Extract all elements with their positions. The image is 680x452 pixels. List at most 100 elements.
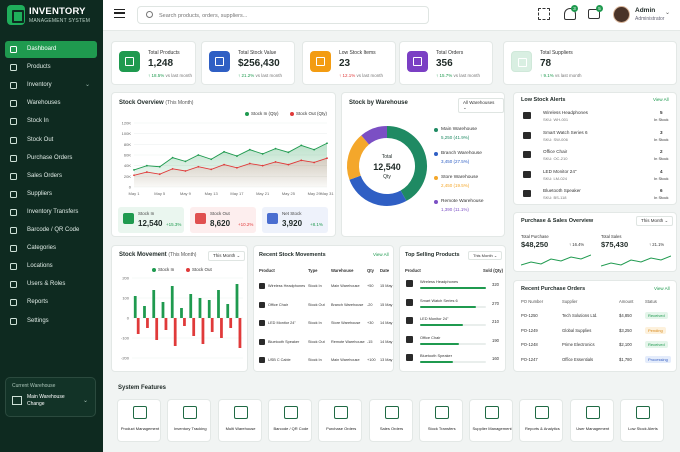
top-selling-qty: 320 [492, 282, 499, 287]
current-warehouse-selector[interactable]: Current Warehouse Main Warehouse Change … [5, 377, 96, 417]
movement-header-product: Product [259, 268, 275, 273]
stock-transfers-icon [434, 406, 449, 419]
sidebar-item-inventory[interactable]: Inventory ⌄ [5, 77, 97, 94]
product-thumbnail [406, 354, 413, 361]
po-amount: $1,780 [619, 356, 632, 362]
product-thumbnail [259, 301, 265, 308]
sidebar-item-categories[interactable]: Categories [5, 240, 97, 257]
recent-po-view-all-link[interactable]: View All [654, 286, 670, 291]
product-management-icon [133, 406, 147, 419]
feature-purchase-orders[interactable]: Purchase Orders [318, 399, 363, 442]
sidebar-item-inventory-transfers[interactable]: Inventory Transfers [5, 204, 97, 221]
movement-product: Office Chair [268, 302, 288, 307]
stock-movement-period-select[interactable]: This Month ⌄ [208, 251, 246, 261]
feature-multi-warehouse[interactable]: Multi Warehouse [217, 399, 262, 442]
sidebar-item-barcode-qr-code[interactable]: Barcode / QR Code [5, 222, 97, 239]
movement-product: LED Monitor 24" [268, 321, 296, 325]
sidebar-item-label: Categories [27, 245, 57, 252]
sidebar-item-users-roles[interactable]: Users & Roles [5, 276, 97, 293]
top-selling-period-select[interactable]: This Month ⌄ [468, 251, 503, 260]
chevron-down-icon[interactable]: ⌄ [665, 10, 671, 16]
kpi-change-percent: ↑ 18.5% [148, 73, 165, 78]
legend-stock-in: Stock In (Qty) [245, 111, 279, 116]
top-selling-item[interactable]: Smart Watch Series 6 270 [400, 297, 507, 314]
feature-low-stock-alerts[interactable]: Low Stock Alerts [620, 399, 664, 442]
feature-product-management[interactable]: Product Management [117, 399, 161, 442]
sidebar-item-locations[interactable]: Locations [5, 258, 97, 275]
movement-warehouse: Branch Warehouse [331, 302, 364, 307]
purchase-sales-period-select[interactable]: This Month ⌄ [636, 216, 674, 226]
table-row[interactable]: LED Monitor 24" Stock In Store Warehouse +3… [254, 315, 395, 332]
feature-sales-orders[interactable]: Sales Orders [368, 399, 413, 442]
sidebar-item-settings[interactable]: Settings [5, 313, 97, 330]
sidebar-item-stock-in[interactable]: Stock In [5, 113, 97, 130]
product-thumbnail [259, 338, 265, 345]
po-table-row[interactable]: PO-1248 Prime Electronics $2,100 Received [514, 340, 678, 353]
bar-stock-in [207, 300, 211, 318]
feature-barcode-qr-code[interactable]: Barcode / QR Code [267, 399, 312, 442]
sidebar-item-suppliers[interactable]: Suppliers [5, 186, 97, 203]
fullscreen-icon[interactable] [538, 8, 550, 20]
avatar[interactable] [613, 6, 630, 23]
table-row[interactable]: USB C Cable Stock In Main Warehouse +100 13 … [254, 352, 395, 369]
donut-slice-remote-warehouse [361, 126, 388, 145]
warehouse-filter-select[interactable]: All Warehouses ⌄ [458, 98, 504, 113]
kpi-title: Total Stock Value [238, 50, 277, 56]
bar-stock-out [173, 318, 177, 346]
top-selling-item[interactable]: Wireless Headphones 320 [400, 278, 507, 295]
legend-remote-warehouse-name: Remote Warehouse [441, 199, 484, 204]
top-selling-item[interactable]: LED Monitor 24" 210 [400, 315, 507, 332]
sidebar-item-dashboard[interactable]: Dashboard [5, 41, 97, 58]
kpi-total-suppliers-icon [511, 51, 532, 72]
low-stock-item[interactable]: Wireless Headphones SKU: WH-001 5 In Stock [514, 108, 678, 127]
po-table-row[interactable]: PO-1247 Office Essentials $1,780 Processing [514, 355, 678, 368]
sidebar-item-reports[interactable]: Reports [5, 294, 97, 311]
top-selling-item[interactable]: Bluetooth Speaker 160 [400, 352, 507, 369]
total-sales-value: $75,430 [601, 240, 629, 249]
feature-label: Barcode / QR Code [273, 426, 309, 431]
sidebar-item-warehouses[interactable]: Warehouses [5, 95, 97, 112]
feature-supplier-management[interactable]: Supplier Management [469, 399, 514, 442]
sidebar-item-stock-out[interactable]: Stock Out [5, 132, 97, 149]
table-row[interactable]: Office Chair Stock Out Branch Warehouse -20… [254, 297, 395, 314]
bar-stock-out [192, 318, 196, 336]
top-selling-item[interactable]: Office Chair 190 [400, 334, 507, 351]
bar-stock-out [210, 318, 214, 332]
mail-icon[interactable] [588, 9, 600, 19]
feature-stock-transfers[interactable]: Stock Transfers [418, 399, 463, 442]
table-row[interactable]: Wireless Headphones Stock In Main Warehous… [254, 278, 395, 295]
x-tick-label: May 25 [282, 191, 296, 196]
table-row[interactable]: Bluetooth Speaker Stock Out Remote Warehou… [254, 334, 395, 351]
feature-inventory-tracking[interactable]: Inventory Tracking [167, 399, 212, 442]
low-stock-item[interactable]: Smart Watch Series 6 SKU: SW-006 3 In Stock [514, 128, 678, 147]
kpi-total-stock-value-icon [209, 51, 230, 72]
search-icon [146, 11, 153, 18]
recent-movements-view-all-link[interactable]: View All [373, 252, 389, 257]
low-stock-item[interactable]: LED Monitor 24" SKU: LM-024 4 In Stock [514, 167, 678, 186]
low-stock-sku: SKU: WH-001 [543, 117, 569, 122]
kpi-value: 1,248 [148, 58, 174, 69]
sidebar-item-products[interactable]: Products [5, 59, 97, 76]
sidebar-item-sales-orders[interactable]: Sales Orders [5, 168, 97, 185]
recent-po-title: Recent Purchase Orders [521, 286, 586, 292]
po-table-row[interactable]: PO-1249 Global Supplies $3,250 Pending [514, 326, 678, 339]
progress-fill [420, 287, 486, 289]
sidebar-item-purchase-orders[interactable]: Purchase Orders [5, 150, 97, 167]
y-tick-label: 20K [124, 174, 131, 179]
search-input[interactable] [159, 10, 419, 21]
kpi-change-note: vs last month [453, 73, 481, 78]
low-stock-item[interactable]: Office Chair SKU: OC-210 2 In Stock [514, 147, 678, 166]
sidebar-item-label: Reports [27, 299, 49, 306]
low-stock-view-all-link[interactable]: View All [653, 97, 669, 102]
menu-toggle-icon[interactable] [114, 9, 125, 18]
po-table-row[interactable]: PO-1250 Tech Solutions Ltd. $4,850 Received [514, 311, 678, 324]
bar-stock-in [198, 298, 202, 318]
feature-user-management[interactable]: User Management [569, 399, 614, 442]
kpi-low-stock-items-icon [310, 51, 331, 72]
low-stock-sku: SKU: LM-024 [543, 175, 568, 181]
stock-movement-title: Stock Movement (This Month) [119, 252, 197, 258]
feature-reports-analytics[interactable]: Reports & Analytics [519, 399, 564, 442]
low-stock-item[interactable]: Bluetooth Speaker SKU: BS-118 6 In Stock [514, 186, 678, 205]
bell-icon[interactable] [564, 8, 576, 20]
search-bar[interactable] [137, 6, 429, 24]
